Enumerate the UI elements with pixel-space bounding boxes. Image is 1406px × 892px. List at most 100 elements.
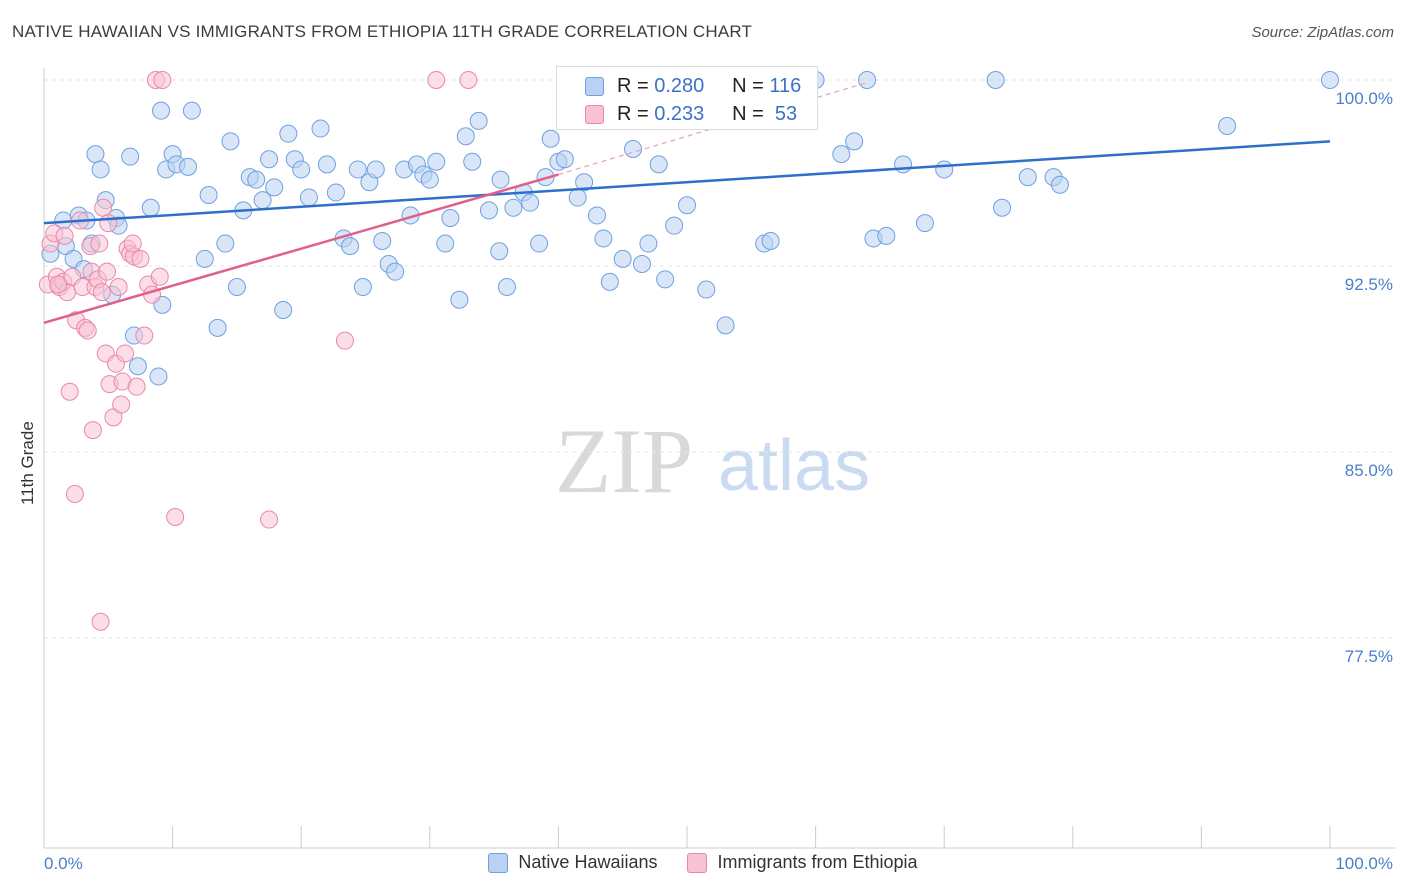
point-native-hawaiian (845, 132, 864, 151)
legend-label: Immigrants from Ethiopia (717, 852, 918, 872)
stats-r-label: R = (617, 75, 649, 97)
point-native-hawaiian (317, 155, 336, 174)
point-native-hawaiian (450, 290, 469, 309)
legend-swatch-pink (687, 852, 708, 873)
point-native-hawaiian (665, 216, 684, 235)
point-ethiopia (83, 421, 102, 440)
point-native-hawaiian (678, 196, 696, 215)
x-tick-label: 100.0% (1335, 854, 1393, 873)
point-native-hawaiian (216, 234, 235, 253)
point-ethiopia (94, 198, 113, 217)
point-native-hawaiian (373, 232, 392, 250)
point-native-hawaiian (490, 242, 509, 261)
point-ethiopia (78, 321, 97, 340)
point-native-hawaiian (894, 155, 913, 174)
point-native-hawaiian (877, 226, 896, 245)
point-native-hawaiian (935, 160, 954, 179)
y-tick-label: 100.0% (1335, 89, 1393, 108)
stats-n-value: 116 (769, 75, 802, 97)
point-native-hawaiian (341, 237, 360, 256)
point-native-hawaiian (463, 152, 482, 171)
legend-item-native-hawaiians[interactable]: Native Hawaiians (488, 852, 657, 873)
y-tick-label: 85.0% (1345, 461, 1393, 480)
point-ethiopia (60, 382, 79, 401)
point-native-hawaiian (353, 278, 372, 296)
point-native-hawaiian (986, 71, 1005, 89)
point-ethiopia (109, 278, 128, 296)
point-native-hawaiian (761, 232, 780, 250)
point-native-hawaiian (504, 198, 523, 217)
point-native-hawaiian (1050, 175, 1069, 194)
point-native-hawaiian (993, 198, 1012, 217)
point-native-hawaiian (279, 124, 298, 143)
point-native-hawaiian (348, 160, 367, 179)
point-native-hawaiian (299, 188, 318, 207)
point-native-hawaiian (656, 270, 675, 289)
point-ethiopia (166, 508, 185, 526)
point-native-hawaiian (587, 206, 606, 225)
point-native-hawaiian (274, 301, 293, 319)
point-native-hawaiian (716, 316, 735, 335)
point-native-hawaiian (456, 127, 475, 146)
point-ethiopia (49, 275, 68, 294)
point-ethiopia (92, 283, 111, 302)
point-native-hawaiian (479, 201, 498, 220)
stats-n-label: N = (732, 75, 764, 97)
point-native-hawaiian (594, 229, 613, 248)
source-label: Source: ZipAtlas.com (1251, 24, 1394, 41)
point-ethiopia (335, 331, 354, 350)
point-ethiopia (153, 71, 172, 89)
trend-line-ethiopia (43, 173, 559, 324)
point-native-hawaiian (497, 278, 516, 296)
watermark-zip: ZIP (555, 410, 693, 512)
point-native-hawaiian (292, 160, 311, 179)
legend-swatch-blue (488, 852, 509, 873)
point-native-hawaiian (366, 160, 385, 179)
y-tick-label: 92.5% (1345, 275, 1393, 294)
stats-r-label: R = (617, 103, 649, 125)
point-ethiopia (98, 262, 117, 281)
point-native-hawaiian (530, 234, 549, 253)
point-native-hawaiian (623, 140, 642, 158)
point-native-hawaiian (491, 170, 510, 189)
point-native-hawaiian (260, 150, 279, 169)
point-ethiopia (150, 267, 169, 286)
chart-title: NATIVE HAWAIIAN VS IMMIGRANTS FROM ETHIO… (12, 22, 753, 41)
legend-item-ethiopia[interactable]: Immigrants from Ethiopia (687, 852, 918, 873)
point-ethiopia (127, 377, 146, 396)
point-ethiopia (459, 71, 478, 89)
point-ethiopia (55, 226, 74, 245)
point-native-hawaiian (858, 71, 877, 89)
point-native-hawaiian (195, 249, 214, 268)
point-ethiopia (90, 234, 109, 253)
point-native-hawaiian (86, 145, 105, 164)
point-native-hawaiian (436, 234, 455, 253)
point-native-hawaiian (91, 160, 110, 179)
stats-swatch-blue (585, 77, 604, 96)
trend-line-native-hawaiian (43, 140, 1331, 225)
point-native-hawaiian (208, 318, 227, 337)
point-native-hawaiian (555, 150, 574, 169)
legend-label: Native Hawaiians (518, 852, 658, 872)
point-native-hawaiian (649, 155, 668, 174)
point-native-hawaiian (199, 186, 218, 204)
point-native-hawaiian (541, 129, 560, 148)
y-tick-label: 77.5% (1345, 647, 1393, 666)
point-native-hawaiian (441, 209, 460, 227)
stats-swatch-pink (585, 105, 604, 124)
point-native-hawaiian (420, 170, 439, 189)
point-native-hawaiian (469, 111, 488, 130)
y-axis-label: 11th Grade (18, 421, 37, 505)
stats-n-label: N = (732, 103, 764, 125)
point-ethiopia (91, 612, 110, 631)
point-native-hawaiian (427, 152, 446, 171)
point-ethiopia (123, 234, 142, 253)
point-native-hawaiian (227, 278, 246, 296)
point-native-hawaiian (121, 147, 140, 166)
point-native-hawaiian (568, 188, 587, 207)
point-native-hawaiian (141, 198, 160, 217)
point-native-hawaiian (575, 173, 594, 192)
point-native-hawaiian (179, 157, 198, 176)
point-ethiopia (260, 510, 279, 529)
